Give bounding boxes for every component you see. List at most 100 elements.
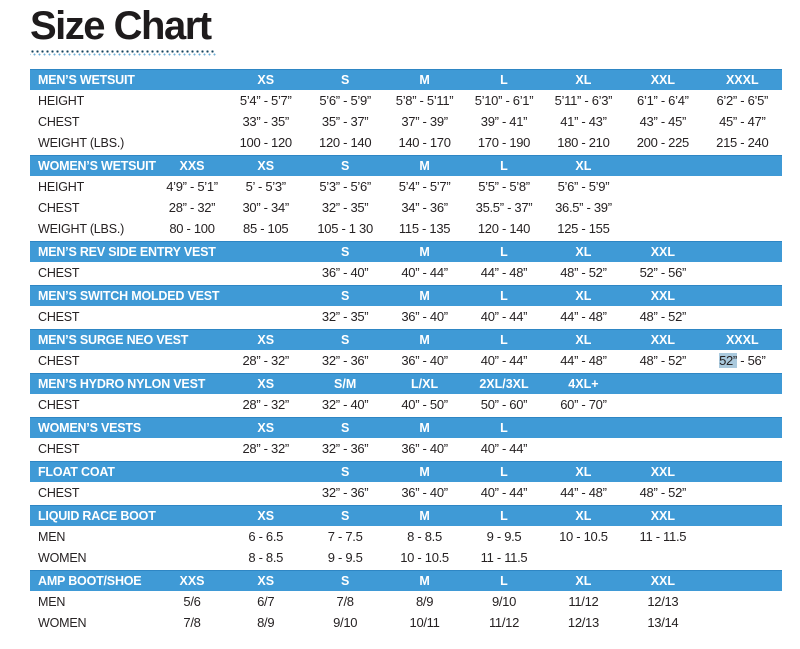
size-value-cell: 8 - 8.5 [407, 529, 442, 544]
size-header-cell: XL [575, 289, 592, 303]
title-underline [30, 50, 216, 56]
size-value-cell: 12/13 [567, 615, 599, 630]
size-value-cell: 48” - 52” [639, 485, 687, 500]
size-value-cell: 5’4” - 5’7” [239, 93, 292, 108]
size-header-cell: M [419, 421, 430, 435]
size-header-cell: L [500, 421, 508, 435]
table-header-bar: AMP BOOT/SHOE XXS XS S M L XL XXL [30, 570, 782, 591]
row-label: CHEST [38, 265, 80, 280]
size-header-cell: L [500, 333, 508, 347]
table-header-bar: LIQUID RACE BOOT XS S M L XL XXL [30, 505, 782, 526]
size-value-cell: 36” - 40” [401, 353, 448, 368]
table-row: CHEST 28” - 32” 32” - 36” 36” - 40” 40” - 44… [30, 438, 782, 459]
size-header-cell: S [340, 509, 350, 523]
row-label: CHEST [38, 309, 80, 324]
size-header-cell: S [340, 333, 350, 347]
size-header-cell: XXS [179, 574, 205, 588]
size-header-cell: M [419, 465, 430, 479]
size-value-cell: 28” - 32” [242, 353, 289, 368]
size-value-cell: 35.5” - 37” [475, 200, 533, 215]
size-value-cell: 52” - 56” [703, 353, 782, 368]
size-header-cell: S [340, 73, 350, 87]
size-value-cell: 80 - 100 [169, 221, 215, 236]
size-value-cell: 8/9 [415, 594, 434, 609]
table-header-bar: WOMEN’S VESTS XS S M L [30, 417, 782, 438]
size-header-cell: M [419, 289, 430, 303]
size-value-cell: 45” - 47” [719, 114, 766, 129]
size-value-cell: 60” - 70” [560, 397, 607, 412]
size-value-cell: 40” - 50” [401, 397, 448, 412]
size-header-cell: XL [575, 333, 592, 347]
size-value-cell: 85 - 105 [243, 221, 289, 236]
size-value-cell: 32” - 40” [321, 397, 369, 412]
row-label: CHEST [38, 200, 80, 215]
size-value-cell: 5’3” - 5’6” [319, 179, 371, 194]
table-header-bar: FLOAT COAT S M L XL XXL [30, 461, 782, 482]
size-value-cell: 5’ - 5’3” [245, 179, 286, 194]
size-table-amp-boot-shoe: AMP BOOT/SHOE XXS XS S M L XL XXL MEN 5/6 6/7 7/8 8/… [30, 570, 782, 633]
size-value-cell: 32” - 35” [321, 200, 369, 215]
size-value-cell: 6/7 [257, 594, 275, 609]
size-table-float-coat: FLOAT COAT S M L XL XXL CHEST 32” - 36” 36” - 40… [30, 461, 782, 503]
row-label: CHEST [38, 397, 80, 412]
size-value-cell: 44” - 48” [560, 309, 607, 324]
table-row: MEN 6 - 6.5 7 - 7.5 8 - 8.5 9 - 9.5 10 - 10.5… [30, 526, 782, 547]
size-value-cell: 40” - 44” [480, 309, 528, 324]
size-value-cell: 28” - 32” [168, 200, 216, 215]
size-value-cell: 10/11 [409, 615, 440, 630]
size-header-cell: XS [257, 333, 275, 347]
size-header-cell: XS [257, 159, 275, 173]
size-value-cell: 100 - 120 [239, 135, 293, 150]
size-value-cell: 36” - 40” [401, 441, 448, 456]
size-value-cell: 44” - 48” [560, 485, 607, 500]
page-title: Size Chart [30, 4, 212, 48]
size-table-liquid-race-boot: LIQUID RACE BOOT XS S M L XL XXL MEN 6 - 6.5 7 - … [30, 505, 782, 568]
size-header-cell: XXL [650, 333, 675, 347]
size-value-cell: 48” - 52” [639, 353, 687, 368]
row-label: MEN [38, 594, 66, 609]
size-value-cell: 10 - 10.5 [559, 529, 608, 544]
size-header-cell: M [419, 73, 430, 87]
size-header-cell: M [419, 509, 430, 523]
table-title-label: WOMEN’S WETSUIT [38, 159, 156, 173]
size-header-cell: XS [257, 73, 275, 87]
size-table-men-s-rev-side-entry-vest: MEN’S REV SIDE ENTRY VEST S M L XL XXL CHEST 36… [30, 241, 782, 283]
size-header-cell: XXL [650, 73, 675, 87]
size-value-cell: 40” - 44” [480, 353, 528, 368]
size-value-cell: 37” - 39” [401, 114, 448, 129]
size-value-cell: 40” - 44” [480, 485, 528, 500]
size-header-cell: XXXL [725, 333, 759, 347]
size-table-women-s-wetsuit: WOMEN’S WETSUIT XXS XS S M L XL HEIGHT 4’9” - 5’… [30, 155, 782, 239]
row-label: CHEST [38, 441, 80, 456]
size-value-cell: 5’4” - 5’7” [398, 179, 451, 194]
table-title-label: FLOAT COAT [38, 465, 115, 479]
table-header-bar: MEN’S SWITCH MOLDED VEST S M L XL XXL [30, 285, 782, 306]
size-value-cell: 28” - 32” [242, 441, 289, 456]
size-header-cell: M [419, 159, 430, 173]
size-header-cell: S [340, 574, 350, 588]
table-row: WEIGHT (LBS.) 100 - 120 120 - 140 140 - 170… [30, 132, 782, 153]
size-value-cell: 10 - 10.5 [400, 550, 449, 565]
row-label: CHEST [38, 353, 80, 368]
size-value-cell: 52” - 56” [639, 265, 687, 280]
size-header-cell: XL [575, 73, 592, 87]
table-row: WOMEN 8 - 8.5 9 - 9.5 10 - 10.5 11 - 11.5 [30, 547, 782, 568]
table-row: WEIGHT (LBS.) 80 - 100 85 - 105 105 - 1 30 1… [30, 218, 782, 239]
size-table-men-s-surge-neo-vest: MEN’S SURGE NEO VEST XS S M L XL XXL XXXL CHEST 2… [30, 329, 782, 371]
table-title-label: MEN’S WETSUIT [38, 73, 135, 87]
table-title-label: MEN’S SURGE NEO VEST [38, 333, 189, 347]
selected-text: 52” [719, 353, 737, 368]
size-value-cell: 36” - 40” [401, 309, 448, 324]
size-value-cell: 105 - 1 30 [317, 221, 373, 236]
size-value-cell: 41” - 43” [560, 114, 607, 129]
size-value-cell: 5’6” - 5’9” [557, 179, 610, 194]
size-value-cell: 125 - 155 [557, 221, 610, 236]
table-header-bar: WOMEN’S WETSUIT XXS XS S M L XL [30, 155, 782, 176]
size-value-cell: 140 - 170 [398, 135, 451, 150]
size-value-cell: 36.5” - 39” [555, 200, 612, 215]
table-row: MEN 5/6 6/7 7/8 8/9 9/10 11/12 12/13 [30, 591, 782, 612]
size-value-cell: 9/10 [333, 615, 358, 630]
table-header-bar: MEN’S REV SIDE ENTRY VEST S M L XL XXL [30, 241, 782, 262]
size-value-cell: 5’10” - 6’1” [474, 93, 534, 108]
table-row: CHEST 32” - 36” 36” - 40” 40” - 44” 44” - 48… [30, 482, 782, 503]
